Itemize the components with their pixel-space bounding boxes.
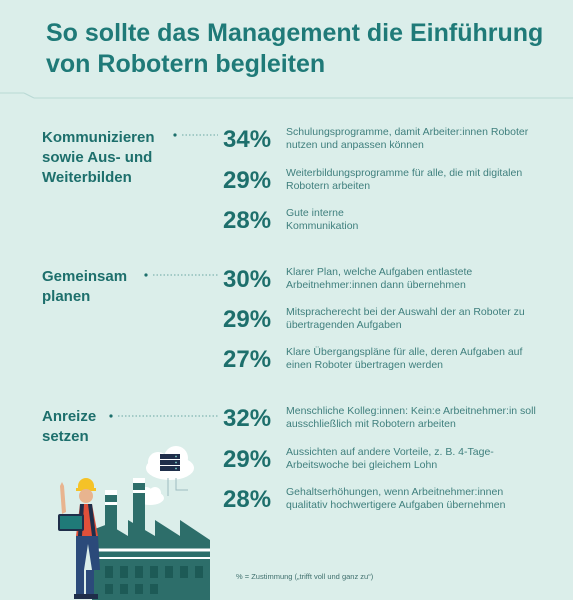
worker-with-laptop-illustration: [58, 478, 100, 599]
item-text: Weiterbildungsprogramme für alle, die mi…: [286, 167, 523, 192]
item-text: Aussichten auf andere Vorteile, z. B. 4-…: [286, 446, 494, 471]
connector-line: [173, 133, 218, 137]
title-divider: [0, 92, 573, 99]
percent-value: 34%: [223, 126, 272, 153]
item-text: Klarer Plan, welche Aufgaben entlastete …: [286, 266, 473, 291]
item-text: Mitspracherecht bei der Auswahl der an R…: [286, 306, 525, 331]
list-item: 28% Gute interne Kommunikation: [223, 205, 563, 245]
percent-value: 30%: [223, 266, 272, 293]
page-title: So sollte das Management die Einführung …: [46, 19, 544, 78]
item-text: Gehaltserhöhungen, wenn Arbeitnehmer:inn…: [286, 486, 506, 511]
percent-value: 28%: [223, 486, 272, 513]
connector-line: [144, 273, 218, 277]
item-text: Menschliche Kolleg:innen: Kein:e Arbeitn…: [286, 405, 536, 430]
list-item: 29% Weiterbildungsprogramme für alle, di…: [223, 165, 563, 205]
list-item: 27% Klare Übergangspläne für alle, deren…: [223, 344, 563, 384]
list-item: 29% Mitspracherecht bei der Auswahl der …: [223, 304, 563, 344]
list-item: 32% Menschliche Kolleg:innen: Kein:e Arb…: [223, 403, 563, 443]
list-item: 30% Klarer Plan, welche Aufgaben entlast…: [223, 264, 563, 304]
percent-value: 29%: [223, 306, 272, 333]
group-title: Gemeinsam planen: [42, 268, 128, 305]
group-title: Anreize setzen: [42, 408, 97, 445]
percent-value: 32%: [223, 405, 272, 432]
group-title: Kommunizieren sowie Aus- und Weiterbilde…: [42, 129, 155, 186]
percent-value: 29%: [223, 446, 272, 473]
item-text: Gute interne Kommunikation: [286, 207, 359, 232]
percent-value: 28%: [223, 207, 272, 234]
list-item: 34% Schulungsprogramme, damit Arbeiter:i…: [223, 124, 563, 164]
list-item: 29% Aussichten auf andere Vorteile, z. B…: [223, 444, 563, 484]
percent-value: 27%: [223, 346, 272, 373]
list-item: 28% Gehaltserhöhungen, wenn Arbeitnehmer…: [223, 484, 563, 524]
connector-line: [109, 414, 218, 418]
cloud-server-icon: [146, 446, 194, 496]
percent-value: 29%: [223, 167, 272, 194]
footnote: % = Zustimmung („trifft voll und ganz zu…: [236, 572, 374, 581]
item-text: Schulungsprogramme, damit Arbeiter:innen…: [286, 126, 529, 151]
item-text: Klare Übergangspläne für alle, deren Auf…: [286, 346, 523, 371]
factory-illustration: [58, 446, 210, 600]
